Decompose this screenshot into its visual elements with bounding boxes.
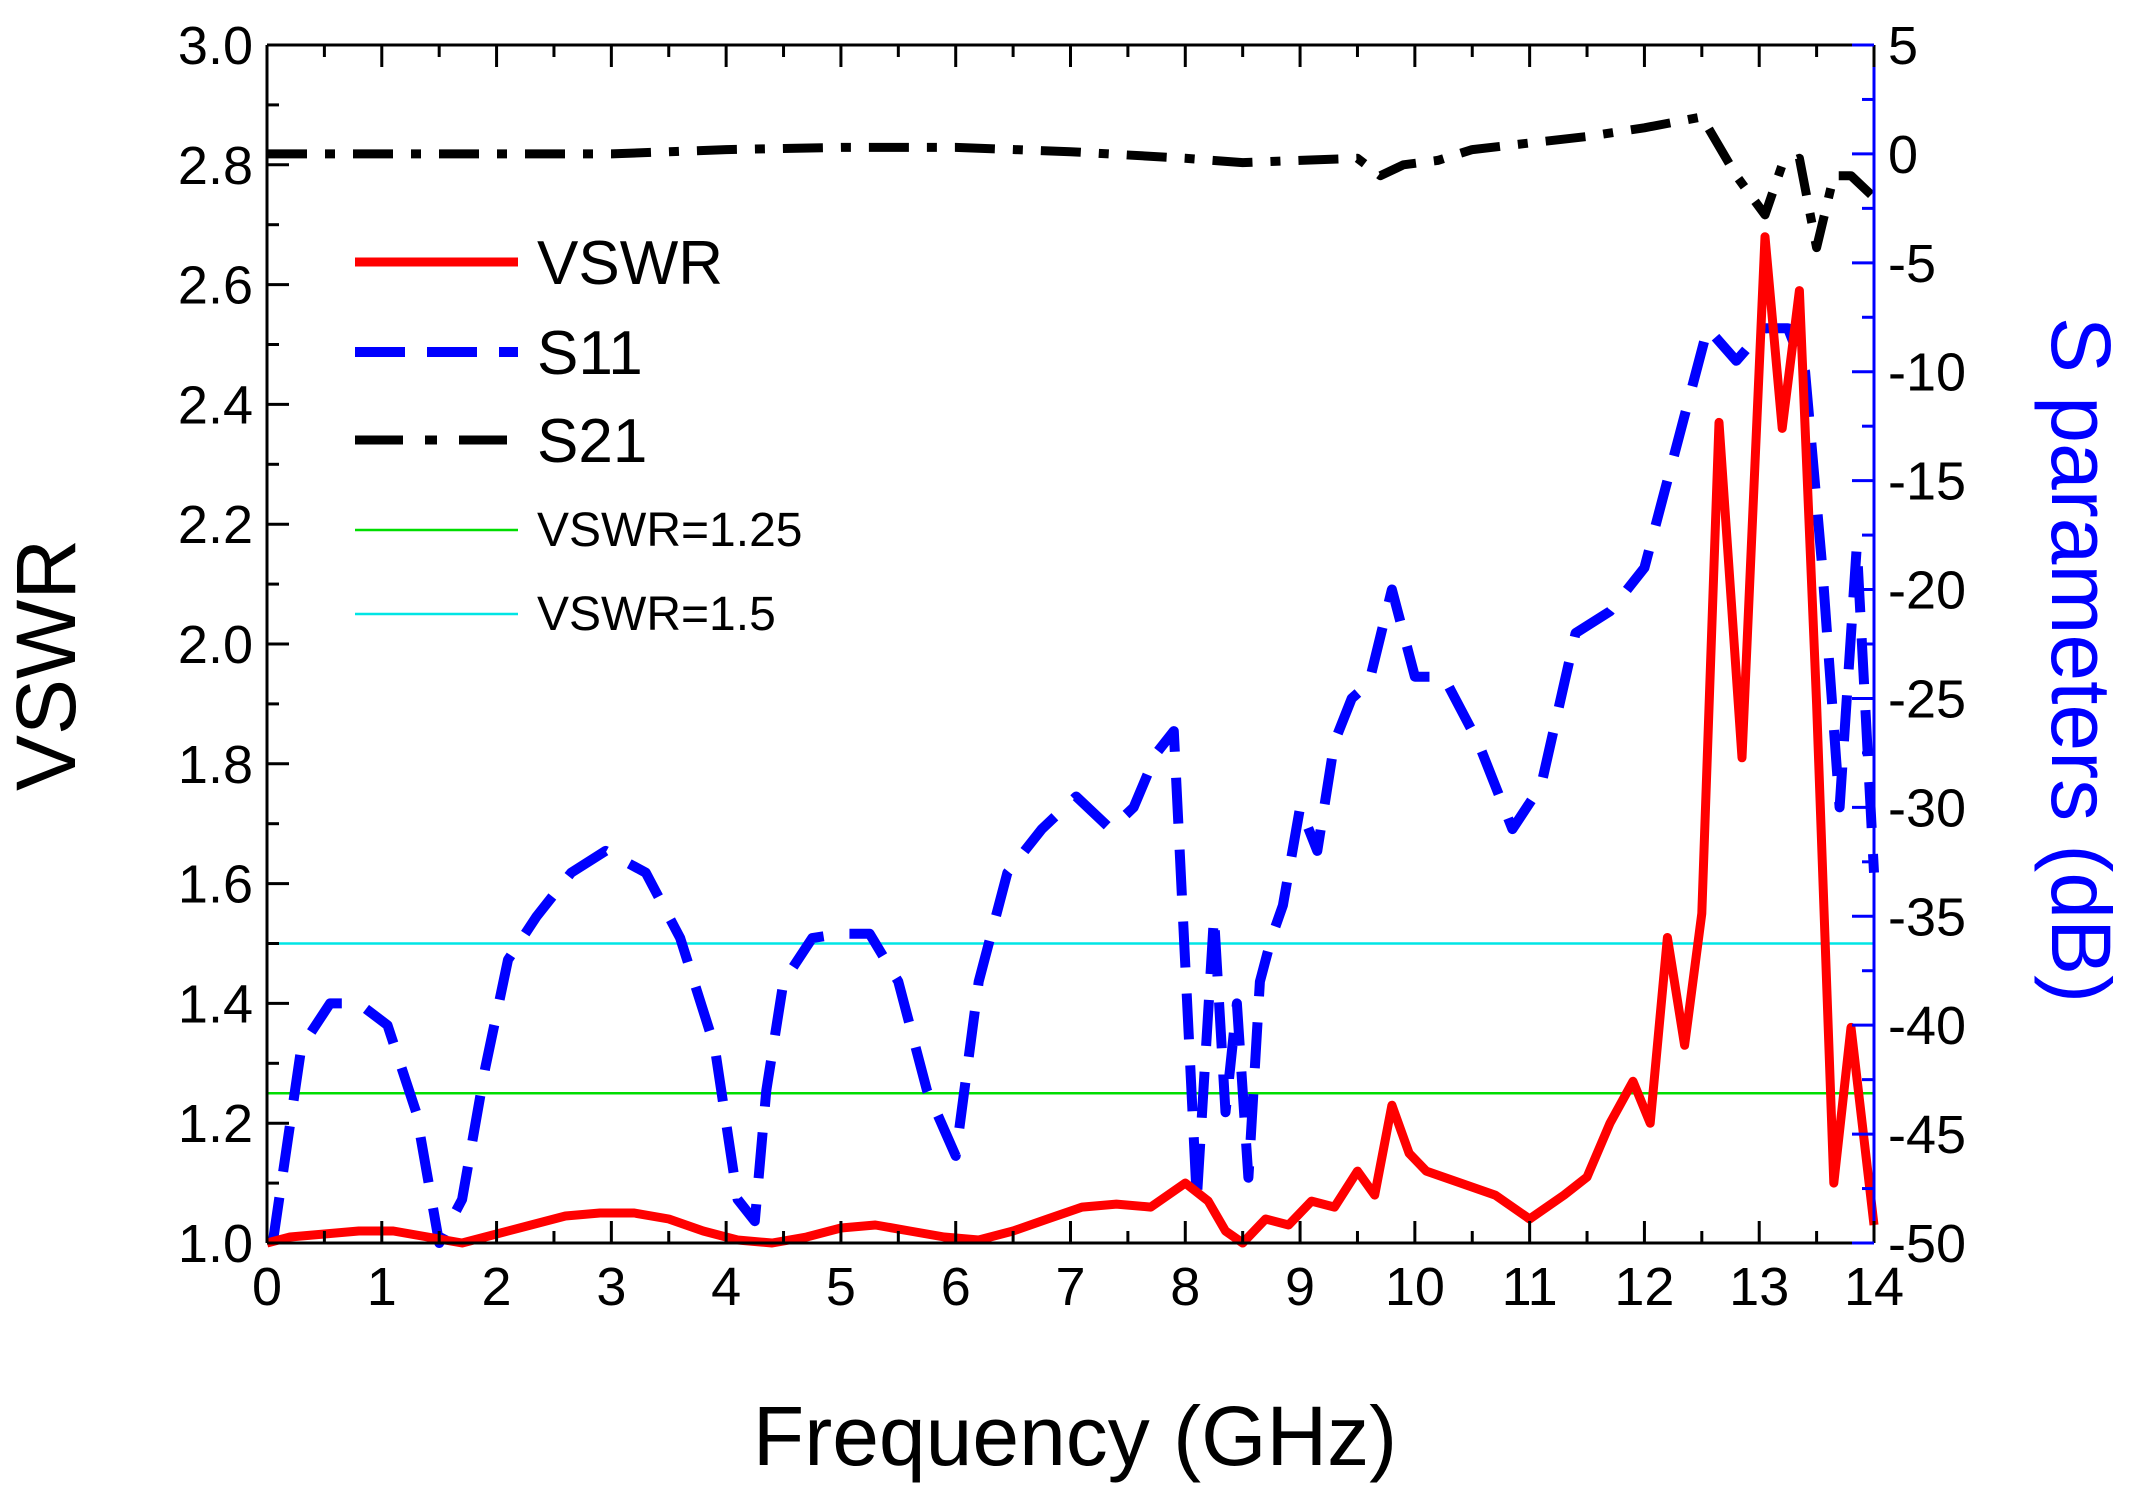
y2-tick-label: -30 xyxy=(1888,778,1966,838)
y2-tick-label: -20 xyxy=(1888,561,1966,621)
x-tick-label: 7 xyxy=(1055,1257,1085,1317)
x-tick-label: 1 xyxy=(367,1257,397,1317)
axes-layer: 0 1 2 3 4 5 6 7 8 9 10 11 12 13 141.01.21.41.61.82.02.… xyxy=(178,16,1966,1317)
y-tick-label: 2.2 xyxy=(178,495,253,555)
y-tick-label: 2.8 xyxy=(178,136,253,196)
x-tick-label: 5 xyxy=(826,1257,856,1317)
legend-label: VSWR=1.5 xyxy=(537,588,776,641)
y-tick-label: 1.0 xyxy=(178,1214,253,1274)
y2-axis-title: S parameters (dB) xyxy=(2034,317,2128,1003)
series-layer xyxy=(265,112,1879,1248)
x-axis-title: Frequency (GHz) xyxy=(753,1389,1397,1483)
x-tick-label: 3 xyxy=(596,1257,626,1317)
legend-label: S21 xyxy=(537,407,647,476)
y2-tick-label: 0 xyxy=(1888,125,1918,185)
legend-label: VSWR=1.25 xyxy=(537,504,802,557)
y-tick-label: 2.4 xyxy=(178,375,253,435)
y-tick-label: 2.6 xyxy=(178,256,253,316)
x-tick-label: 13 xyxy=(1729,1257,1789,1317)
x-tick-label: 8 xyxy=(1170,1257,1200,1317)
y-tick-label: 1.8 xyxy=(178,735,253,795)
y-tick-label: 3.0 xyxy=(178,16,253,76)
legend-label: VSWR xyxy=(537,229,723,298)
x-tick-label: 6 xyxy=(941,1257,971,1317)
x-tick-label: 12 xyxy=(1614,1257,1674,1317)
y2-tick-label: -40 xyxy=(1888,996,1966,1056)
y2-tick-label: 5 xyxy=(1888,16,1918,76)
y-axis-title: VSWR xyxy=(0,539,93,791)
y-tick-label: 1.6 xyxy=(178,855,253,915)
y2-tick-label: -45 xyxy=(1888,1105,1966,1165)
y2-tick-label: -15 xyxy=(1888,452,1966,512)
series-line-vswr xyxy=(265,232,1879,1248)
y-tick-label: 2.0 xyxy=(178,615,253,675)
y-tick-label: 1.2 xyxy=(178,1094,253,1154)
x-tick-label: 11 xyxy=(1502,1257,1558,1317)
x-tick-label: 9 xyxy=(1285,1257,1315,1317)
y2-tick-label: -50 xyxy=(1888,1214,1966,1274)
y2-tick-label: -5 xyxy=(1888,234,1936,294)
y2-tick-label: -10 xyxy=(1888,343,1966,403)
x-tick-label: 2 xyxy=(482,1257,512,1317)
y2-tick-label: -25 xyxy=(1888,669,1966,729)
x-tick-label: 14 xyxy=(1844,1257,1904,1317)
y2-tick-label: -35 xyxy=(1888,887,1966,947)
y-tick-label: 1.4 xyxy=(178,974,253,1034)
x-tick-label: 0 xyxy=(252,1257,282,1317)
series-line-s11 xyxy=(267,323,1879,1248)
legend-label: S11 xyxy=(537,319,643,388)
series-line-s21 xyxy=(267,112,1878,253)
x-tick-label: 10 xyxy=(1385,1257,1445,1317)
legend: VSWR S11 S21 VSWR=1.25 VSWR=1.5 xyxy=(355,229,802,641)
x-tick-label: 4 xyxy=(711,1257,741,1317)
